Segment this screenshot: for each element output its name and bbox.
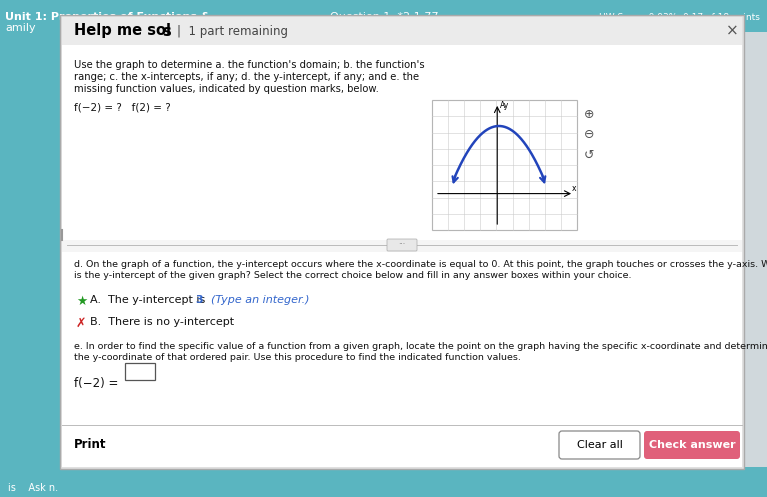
FancyBboxPatch shape [644, 431, 740, 459]
Text: f(−2) =: f(−2) = [74, 377, 118, 390]
Text: Ay: Ay [500, 101, 509, 110]
Text: B.  There is no y-intercept: B. There is no y-intercept [90, 317, 234, 327]
Text: s: s [162, 23, 171, 38]
FancyBboxPatch shape [0, 0, 767, 32]
FancyBboxPatch shape [0, 479, 767, 497]
FancyBboxPatch shape [432, 100, 577, 230]
Text: is the y-intercept of the given graph? Select the correct choice below and fill : is the y-intercept of the given graph? S… [74, 271, 631, 280]
FancyBboxPatch shape [125, 363, 155, 380]
Text: f(−2) = ?   f(2) = ?: f(−2) = ? f(2) = ? [74, 102, 171, 112]
Text: ✗: ✗ [76, 317, 87, 330]
Text: A.  The y-intercept is: A. The y-intercept is [90, 295, 209, 305]
Text: the y-coordinate of that ordered pair. Use this procedure to find the indicated : the y-coordinate of that ordered pair. U… [74, 353, 521, 362]
Text: e. In order to find the specific value of a function from a given graph, locate : e. In order to find the specific value o… [74, 342, 767, 351]
Text: ×: × [726, 23, 739, 38]
Text: amily: amily [5, 23, 35, 33]
Text: Use the graph to determine a. the function's domain; b. the function's: Use the graph to determine a. the functi… [74, 60, 425, 70]
Text: d. On the graph of a function, the y-intercept occurs where the x-coordinate is : d. On the graph of a function, the y-int… [74, 260, 767, 269]
Text: Clear all: Clear all [577, 440, 623, 450]
Text: Help me sol: Help me sol [74, 23, 171, 38]
Text: Check answer: Check answer [649, 440, 736, 450]
Text: HW Score: 0.93%, 0.17 of 18 points: HW Score: 0.93%, 0.17 of 18 points [599, 12, 760, 21]
Text: ↺: ↺ [584, 149, 594, 162]
FancyBboxPatch shape [60, 15, 744, 469]
Text: ★: ★ [76, 295, 87, 308]
Text: x: x [571, 183, 576, 193]
Text: missing function values, indicated by question marks, below.: missing function values, indicated by qu… [74, 84, 379, 94]
FancyBboxPatch shape [62, 252, 742, 467]
FancyBboxPatch shape [62, 45, 742, 240]
Text: is    Ask n.: is Ask n. [8, 483, 58, 493]
FancyBboxPatch shape [62, 17, 742, 45]
FancyBboxPatch shape [62, 45, 742, 467]
Text: ⊖: ⊖ [584, 129, 594, 142]
FancyBboxPatch shape [742, 17, 767, 467]
Text: |  1 part remaining: | 1 part remaining [177, 24, 288, 37]
Text: Print: Print [74, 438, 107, 451]
Text: ⊕: ⊕ [584, 108, 594, 121]
FancyBboxPatch shape [387, 239, 417, 251]
Text: Question 1, *2.1.77: Question 1, *2.1.77 [330, 12, 438, 22]
Text: (Type an integer.): (Type an integer.) [204, 295, 310, 305]
Text: range; c. the x-intercepts, if any; d. the y-intercept, if any; and e. the: range; c. the x-intercepts, if any; d. t… [74, 72, 419, 82]
Text: 3: 3 [195, 295, 202, 305]
Text: Unit 1: Properties of Functions &: Unit 1: Properties of Functions & [5, 12, 210, 22]
FancyBboxPatch shape [559, 431, 640, 459]
Text: ···: ··· [398, 241, 406, 249]
